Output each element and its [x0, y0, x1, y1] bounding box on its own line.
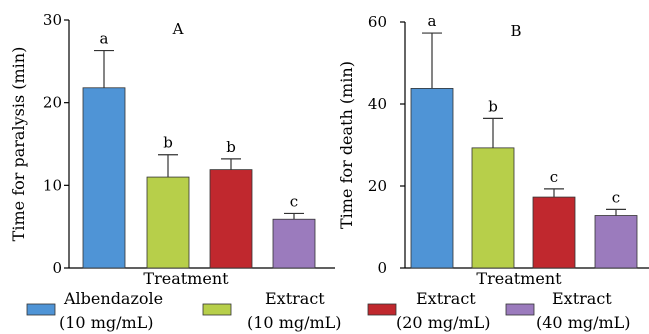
bar [532, 196, 576, 269]
chart-panel-b: 0 20 40 60 Time for death (min) Treatment Ba b c… [337, 12, 649, 288]
legend: Albendazole (10 mg/mL) Extract (10 mg/mL) Ex… [26, 289, 631, 332]
significance-label: c [612, 188, 620, 206]
significance-label: b [488, 97, 498, 115]
significance-label: c [550, 168, 558, 186]
chart-panel-a: 0 10 20 30 Time for paralysis (min) Treatment… [9, 11, 335, 288]
bar [209, 169, 253, 269]
significance-label: c [290, 192, 298, 210]
bar [146, 176, 190, 269]
bar [471, 147, 515, 269]
y-axis-label: Time for death (min) [337, 61, 356, 229]
significance-label: b [226, 138, 236, 156]
bar [410, 88, 454, 269]
legend-label-line1: Albendazole [63, 289, 163, 308]
panel-label: A [172, 20, 184, 38]
significance-label: a [428, 12, 437, 30]
legend-swatch [26, 303, 56, 316]
bar [272, 218, 316, 269]
y-tick-label: 30 [43, 11, 62, 29]
legend-label-line2: (10 mg/mL) [59, 313, 154, 332]
y-tick-label: 10 [43, 176, 62, 194]
y-tick-label: 40 [368, 95, 387, 113]
y-tick-label: 0 [52, 259, 62, 277]
legend-label-line1: Extract [416, 289, 476, 308]
legend-swatch [367, 303, 397, 316]
y-tick-label: 20 [368, 177, 387, 195]
legend-label-line2: (20 mg/mL) [396, 313, 491, 332]
legend-label-line1: Extract [265, 289, 325, 308]
panel-label: B [510, 22, 521, 40]
significance-label: b [163, 134, 173, 152]
y-axis-label: Time for paralysis (min) [9, 47, 28, 242]
legend-label-line2: (40 mg/mL) [536, 313, 631, 332]
legend-swatch [202, 303, 232, 316]
legend-label-line2: (10 mg/mL) [247, 313, 342, 332]
y-tick-label: 0 [377, 259, 387, 277]
bar [594, 215, 638, 269]
legend-swatch [505, 303, 535, 316]
legend-label-line1: Extract [552, 289, 612, 308]
y-tick-label: 20 [43, 94, 62, 112]
x-axis-label: Treatment [143, 269, 229, 288]
significance-label: a [100, 30, 109, 48]
bar [82, 87, 126, 269]
y-tick-label: 60 [368, 13, 387, 31]
x-axis-label: Treatment [476, 269, 562, 288]
